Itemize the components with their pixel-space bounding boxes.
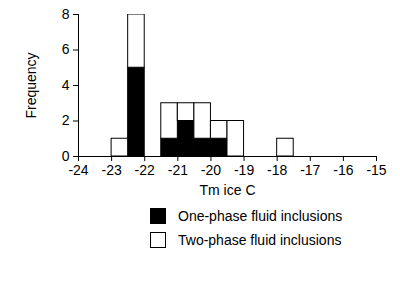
svg-text:-17: -17 [300, 162, 320, 178]
html-text:One-phase fluid inclusions: One-phase fluid inclusions [178, 208, 343, 224]
svg-text:-23: -23 [101, 162, 121, 178]
svg-text:2: 2 [62, 112, 70, 128]
html-text:Two-phase fluid inclusions: Two-phase fluid inclusions [178, 232, 342, 248]
svg-text:Frequency: Frequency [23, 52, 39, 118]
svg-text:-21: -21 [168, 162, 188, 178]
svg-text:6: 6 [62, 41, 70, 57]
svg-text:0: 0 [61, 148, 70, 164]
svg-text:-19: -19 [234, 162, 254, 178]
svg-text:-18: -18 [267, 162, 287, 178]
svg-text:Tm ice C: Tm ice C [200, 182, 256, 198]
svg-text:-20: -20 [201, 162, 221, 178]
svg-text:-22: -22 [135, 162, 155, 178]
svg-text:8: 8 [62, 6, 70, 22]
svg-text:4: 4 [62, 77, 70, 93]
svg-text:-16: -16 [333, 162, 353, 178]
svg-text:-15: -15 [366, 162, 386, 178]
svg-text:-24: -24 [68, 162, 88, 178]
